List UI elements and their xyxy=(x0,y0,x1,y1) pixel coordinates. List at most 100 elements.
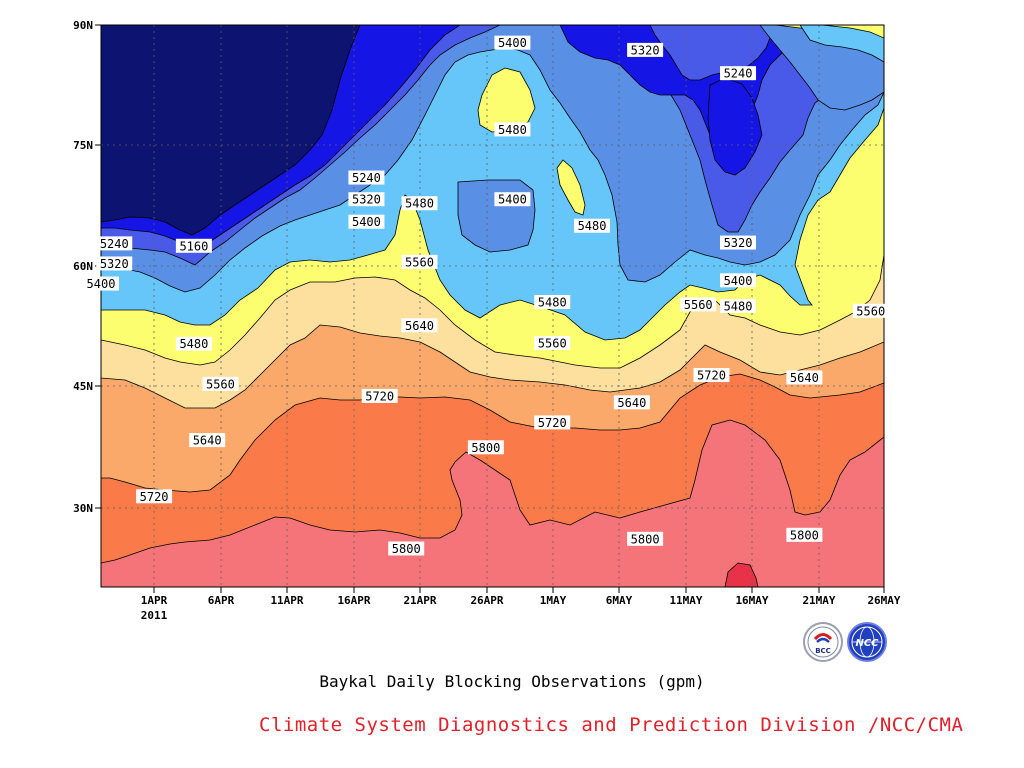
contour-label-bg xyxy=(494,192,531,207)
chart-title: Baykal Daily Blocking Observations (gpm) xyxy=(319,672,705,691)
contour-label-bg xyxy=(189,433,226,448)
contour-label-text: 5560 xyxy=(856,304,885,318)
band-5880-patch xyxy=(724,562,759,587)
contour-label: 5320 xyxy=(720,235,757,250)
contour-label-bg xyxy=(627,531,664,546)
contour-label-bg xyxy=(388,541,425,556)
contour-label-bg xyxy=(627,42,664,57)
contour-label: 5560 xyxy=(401,254,438,269)
tick-marks xyxy=(95,24,885,593)
svg-text:BCC: BCC xyxy=(815,647,831,655)
contour-label: 5480 xyxy=(720,299,757,314)
contour-label-text: 5240 xyxy=(724,67,753,81)
contour-label-text: 5400 xyxy=(724,274,753,288)
contour-label: 5640 xyxy=(613,395,650,410)
contour-label: 5800 xyxy=(388,541,425,556)
contour-label-bg xyxy=(613,395,650,410)
contour-label-text: 5480 xyxy=(538,295,567,309)
contour-label-bg xyxy=(680,297,717,312)
contour-label: 5560 xyxy=(680,297,717,312)
contour-label-text: 5720 xyxy=(697,369,726,383)
x-tick-label: 1MAY xyxy=(540,594,567,607)
contour-label: 5560 xyxy=(202,376,239,391)
contour-label: 5400 xyxy=(83,276,119,291)
contour-label: 5320 xyxy=(627,42,664,57)
contour-label-text: 5560 xyxy=(538,336,567,350)
contour-label-bg xyxy=(720,273,757,288)
contour-label-bg xyxy=(467,440,504,455)
contour-label-bg xyxy=(720,299,757,313)
x-tick-label: 16APR xyxy=(337,594,370,607)
contour-label: 5560 xyxy=(852,303,889,318)
contour-label-bg xyxy=(348,192,385,207)
band-below-5160 xyxy=(101,25,361,236)
contour-label-bg xyxy=(96,236,133,251)
contour-label-text: 5720 xyxy=(538,416,567,430)
contour-label: 5480 xyxy=(494,122,531,137)
contour-label-text: 5560 xyxy=(684,298,713,312)
contour-label: 5400 xyxy=(494,192,531,207)
x-tick-label: 6APR xyxy=(208,594,235,607)
y-tick-label: 90N xyxy=(73,19,93,32)
contour-label-text: 5800 xyxy=(392,542,421,556)
x-tick-label: 1APR xyxy=(141,594,168,607)
contour-label-text: 5720 xyxy=(140,490,169,504)
contour-label-text: 5480 xyxy=(578,219,607,233)
contour-label-bg xyxy=(401,318,438,333)
contour-label: 5800 xyxy=(786,527,823,542)
contour-label: 5480 xyxy=(175,336,212,351)
contour-label: 5320 xyxy=(348,192,385,207)
contour-label-bg xyxy=(494,122,531,137)
contour-label-text: 5800 xyxy=(631,532,660,546)
contour-label-text: 5320 xyxy=(100,257,129,271)
x-tick-label: 21MAY xyxy=(802,594,835,607)
contour-labels: 5240 5320 5400 5160 5480 5560 5640 5720 5240 5320… xyxy=(83,35,889,556)
contour-label: 5800 xyxy=(627,531,664,546)
contour-label-bg xyxy=(574,218,611,233)
contour-label: 5720 xyxy=(361,388,398,403)
contour-label-text: 5240 xyxy=(100,237,129,251)
contour-label-text: 5480 xyxy=(405,197,434,211)
contour-label-text: 5640 xyxy=(617,396,646,410)
contour-label-text: 5800 xyxy=(790,528,819,542)
contour-label: 5480 xyxy=(401,196,438,211)
x-tick-label: 26MAY xyxy=(867,594,900,607)
contour-label-text: 5480 xyxy=(179,337,208,351)
contour-label-bg xyxy=(534,294,571,309)
svg-text:NCC: NCC xyxy=(855,638,879,649)
contour-label: 5560 xyxy=(534,335,571,350)
contour-label-text: 5400 xyxy=(498,36,527,50)
contour-label: 5240 xyxy=(348,170,385,185)
contour-label-text: 5640 xyxy=(790,371,819,385)
contour-label: 5160 xyxy=(175,238,212,253)
band-5240-patch-east xyxy=(707,77,763,176)
contour-label: 5640 xyxy=(401,318,438,333)
x-tick-label: 16MAY xyxy=(735,594,768,607)
contour-label-bg xyxy=(852,303,889,318)
contour-label: 5480 xyxy=(534,294,571,309)
contour-label: 5320 xyxy=(96,256,133,271)
contour-label-bg xyxy=(96,256,133,271)
credit-line: Climate System Diagnostics and Predictio… xyxy=(259,714,964,736)
band-5480-patch-small xyxy=(556,159,586,216)
contour-label-text: 5240 xyxy=(352,171,381,185)
contour-label-bg xyxy=(348,170,385,185)
x-tick-label: 26APR xyxy=(470,594,503,607)
contour-label-text: 5800 xyxy=(471,441,500,455)
contour-label: 5240 xyxy=(96,236,133,251)
contour-label-bg xyxy=(202,376,239,391)
contour-label-text: 5320 xyxy=(724,236,753,250)
x-tick-label: 21APR xyxy=(403,594,436,607)
contour-label-bg xyxy=(720,66,757,81)
contour-label: 5400 xyxy=(348,214,385,229)
contour-label-text: 5400 xyxy=(498,193,527,207)
contour-label-bg xyxy=(786,370,823,385)
plot-area xyxy=(101,25,884,587)
contour-label-bg xyxy=(83,276,119,291)
y-tick-label: 45N xyxy=(73,380,93,393)
x-tick-label: 6MAY xyxy=(606,594,633,607)
contour-label-bg xyxy=(348,214,385,229)
contour-label: 5720 xyxy=(693,368,730,383)
contour-label-bg xyxy=(494,35,531,50)
